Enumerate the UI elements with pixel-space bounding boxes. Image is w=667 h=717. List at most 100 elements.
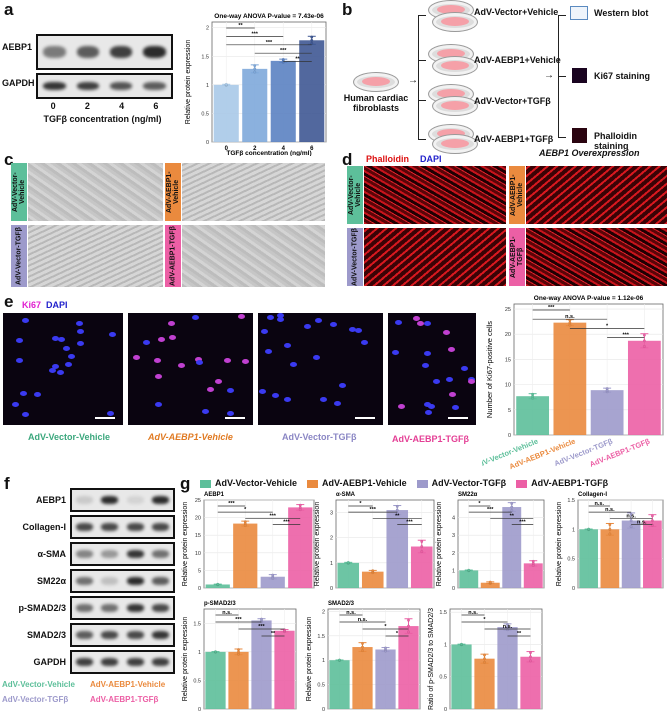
- chart-g-ratio: 0 0.5 1 1.5 n.s. * n.s. ** Ratio of p-SMAD2/3 to…: [428, 608, 543, 713]
- lane-caption: AdV-Vector-Vehicle: [2, 680, 75, 689]
- y-tick-label: 2: [322, 609, 325, 615]
- chart-title: One-way ANOVA P-value = 1.12e-06: [534, 295, 644, 302]
- y-tick-label: 2: [452, 551, 455, 557]
- arrow-icon: →: [544, 70, 554, 81]
- blot-band: [101, 658, 119, 666]
- x-tick-label: 4: [282, 146, 286, 152]
- stain-label-dapi: DAPI: [420, 154, 442, 164]
- blot-band: [43, 81, 66, 91]
- chart-title: SMAD2/3: [328, 601, 355, 607]
- y-tick-label: 0: [206, 140, 209, 146]
- brightfield-image: [28, 163, 163, 221]
- nucleus: [423, 401, 431, 407]
- y-axis-label: Ratio of p-SMAD2/3 to SMAD2/3: [428, 608, 435, 710]
- x-tick-label: 2: [253, 146, 257, 152]
- data-point: [407, 630, 410, 634]
- data-point: [237, 648, 240, 652]
- data-point: [642, 344, 646, 348]
- y-tick-label: 0: [322, 707, 325, 713]
- data-point: [346, 561, 350, 564]
- nucleus: [265, 348, 273, 354]
- data-point: [568, 323, 572, 327]
- blot-label-gapdh: GAPDH: [2, 78, 35, 88]
- blot-band: [76, 496, 94, 504]
- x-tick-label: 6: [310, 146, 314, 152]
- assay-label: Phalloidin staining: [594, 131, 638, 151]
- significance-label: ***: [266, 40, 273, 46]
- bar: [459, 570, 479, 588]
- fluorescence-image: [364, 166, 506, 224]
- significance-label: ***: [283, 519, 290, 525]
- nucleus: [191, 315, 199, 321]
- image-caption: AdV-AEBP1-TGFβ: [392, 434, 469, 444]
- chart-g-smad: 0 0.5 1 1.5 2 n.s.n.s. * * SMAD2/3 Relative prote…: [306, 601, 421, 713]
- y-tick-label: 1.5: [317, 634, 325, 640]
- nucleus: [312, 354, 320, 360]
- panel-label-f: f: [4, 474, 10, 493]
- nucleus: [423, 351, 431, 357]
- bar: [233, 523, 258, 588]
- nucleus: [52, 336, 60, 342]
- data-point: [510, 502, 514, 505]
- nucleus: [448, 391, 456, 397]
- y-tick-label: 1: [452, 568, 455, 574]
- bar: [375, 649, 396, 709]
- bar: [329, 660, 350, 709]
- row-label: AdV-AEBP1-Vehicle: [509, 166, 525, 224]
- nucleus: [226, 410, 234, 416]
- brightfield-image: [182, 163, 325, 221]
- y-tick-label: 1: [206, 83, 209, 89]
- petri-dish-icon: [432, 134, 478, 154]
- data-point: [531, 559, 535, 563]
- petri-dish-icon: [353, 72, 399, 92]
- bar: [299, 40, 325, 142]
- western-blot-row: [70, 650, 175, 674]
- bar: [228, 651, 249, 709]
- y-tick-label: 1: [330, 561, 333, 567]
- nucleus: [428, 404, 436, 410]
- blot-band: [143, 81, 166, 91]
- western-blot-row: [70, 515, 175, 539]
- nucleus: [417, 320, 425, 326]
- y-axis-label: Relative protein expression: [306, 617, 313, 702]
- nucleus: [304, 323, 312, 329]
- nucleus: [34, 391, 42, 397]
- nucleus: [195, 357, 203, 363]
- bar: [213, 84, 239, 142]
- blot-band: [151, 577, 169, 585]
- condition-label: AdV-Vector+Vehicle: [474, 7, 559, 17]
- data-point: [568, 321, 572, 325]
- y-tick-label: 25: [505, 307, 511, 313]
- blot-row-label: Collagen-I: [22, 522, 66, 532]
- y-axis-label: Relative protein expression: [182, 617, 189, 702]
- y-tick-label: 20: [195, 516, 201, 522]
- bar: [270, 60, 296, 142]
- data-point: [531, 392, 535, 396]
- significance-label: ***: [548, 305, 555, 311]
- significance-label: ***: [280, 48, 287, 54]
- y-tick-label: 5: [508, 408, 511, 414]
- row-label: AdV-Vector-TGFβ: [347, 228, 363, 286]
- blot-band: [76, 604, 94, 612]
- significance-label: n.s.: [503, 624, 513, 630]
- data-point: [281, 58, 285, 61]
- western-blot-row: [70, 596, 175, 620]
- ki67-image: [388, 313, 476, 425]
- bar: [600, 529, 620, 588]
- blot-band: [101, 550, 119, 558]
- bar: [337, 562, 360, 588]
- significance-label: ***: [487, 507, 494, 513]
- blot-row-label: GAPDH: [33, 657, 66, 667]
- significance-label: **: [295, 57, 300, 63]
- ki67-image: [3, 313, 123, 425]
- blot-band: [76, 550, 94, 558]
- nucleus: [258, 389, 266, 395]
- significance-label: ***: [406, 519, 413, 525]
- nucleus: [224, 358, 232, 364]
- bar: [274, 630, 295, 709]
- stain-label-dapi: DAPI: [46, 300, 68, 310]
- bar: [516, 396, 550, 435]
- nucleus: [333, 400, 341, 406]
- significance-label: n.s.: [595, 501, 605, 507]
